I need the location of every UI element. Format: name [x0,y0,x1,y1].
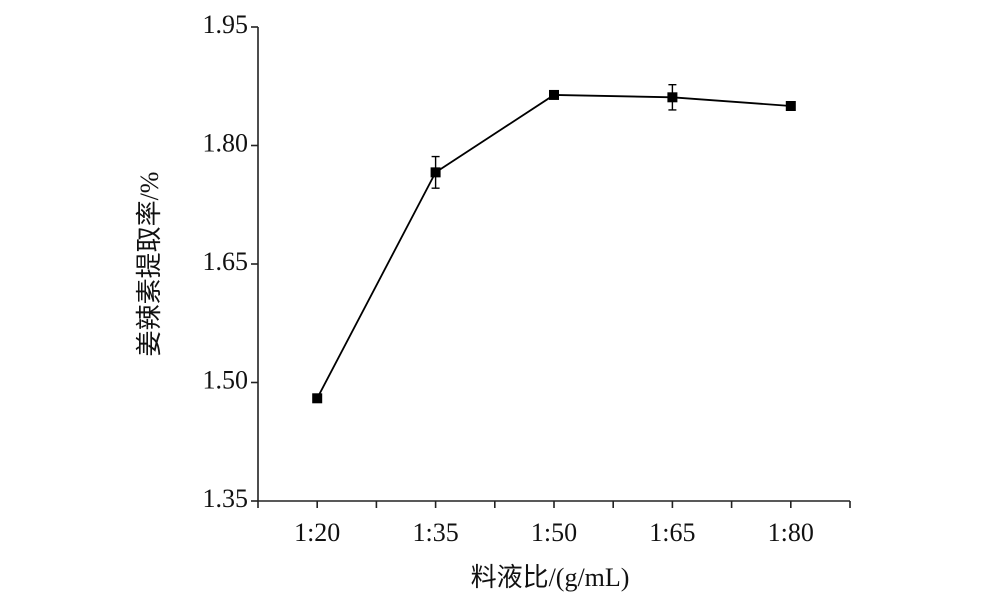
marker [667,92,678,103]
x-tick-label: 1:20 [294,518,340,547]
y-tick-label: 1.35 [203,484,249,513]
y-axis-label: 姜辣素提取率/% [135,172,164,357]
marker [312,393,323,404]
x-tick-label: 1:35 [412,518,458,547]
y-tick-label: 1.65 [203,247,249,276]
marker [785,101,796,111]
marker [549,89,559,100]
x-axis-label: 料液比/(g/mL) [471,563,630,592]
y-tick-label: 1.50 [203,365,249,394]
x-tick-label: 1:65 [649,518,695,547]
x-tick-label: 1:80 [768,518,814,547]
x-tick-label: 1:50 [531,518,577,547]
marker [430,167,441,178]
line [316,94,791,399]
y-tick-label: 1.95 [203,10,249,39]
y-tick-label: 1.80 [203,128,249,157]
